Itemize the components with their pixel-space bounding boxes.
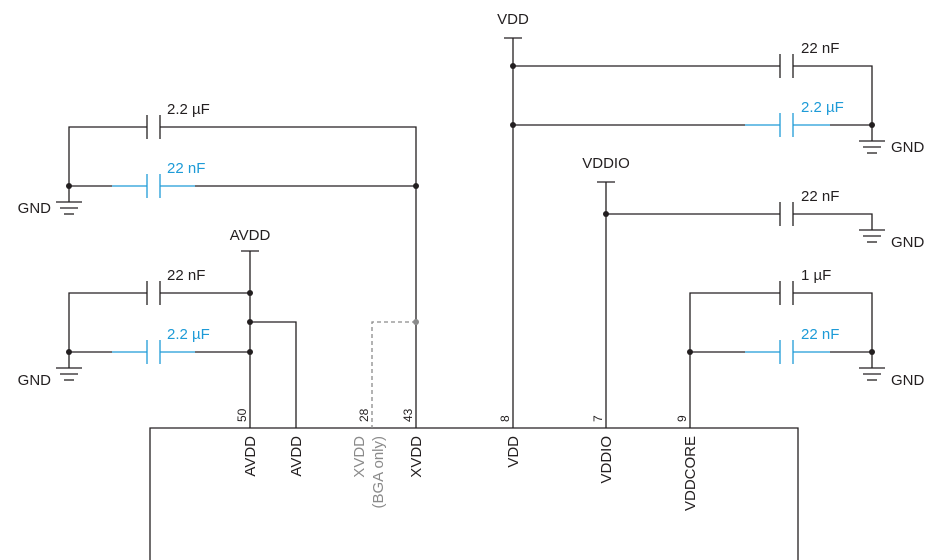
gnd-label: GND [891, 372, 925, 389]
vddio-rail: VDDIO [582, 155, 630, 428]
pin-number: 50 [235, 408, 249, 422]
gnd-label: GND [18, 372, 52, 389]
vddcore-decoupling: 1 µF 22 nF GND [687, 267, 925, 428]
pin-name: VDDIO [598, 436, 615, 484]
pin-number: 7 [591, 415, 605, 422]
pin-name: AVDD [242, 436, 259, 477]
capacitor-vddio-22nf: 22 nF GND [606, 188, 925, 251]
gnd-label: GND [891, 234, 925, 251]
vddio-rail-label: VDDIO [582, 155, 630, 172]
gnd-label: GND [18, 200, 52, 217]
gnd-label: GND [891, 139, 925, 156]
capacitor-label: 22 nF [167, 267, 205, 284]
pin-number: 43 [401, 408, 415, 422]
capacitor-vdd-2-2uf: 2.2 µF [513, 99, 875, 137]
pin-number: 9 [675, 415, 689, 422]
pin-note: (BGA only) [370, 436, 387, 509]
pin-name: XVDD [351, 436, 368, 478]
pin-number: 28 [357, 408, 371, 422]
pin-name: VDDCORE [682, 436, 699, 511]
capacitor-label: 2.2 µF [801, 99, 844, 116]
xvdd-decoupling: 2.2 µF 22 nF GND [18, 101, 419, 428]
capacitor-label: 2.2 µF [167, 101, 210, 118]
vdd-rail: VDD [497, 11, 529, 428]
avdd-rail-label: AVDD [230, 227, 271, 244]
avdd-decoupling: AVDD 22 nF 2.2 µF GND [18, 227, 297, 428]
capacitor-vdd-22nf: 22 nF [513, 40, 873, 125]
capacitor-label: 22 nF [167, 160, 205, 177]
capacitor-label: 22 nF [801, 326, 839, 343]
vdd-rail-label: VDD [497, 11, 529, 28]
capacitor-label: 22 nF [801, 188, 839, 205]
capacitor-label: 1 µF [801, 267, 831, 284]
pin-name: XVDD [408, 436, 425, 478]
pin-name: AVDD [288, 436, 305, 477]
capacitor-label: 22 nF [801, 40, 839, 57]
capacitor-label: 2.2 µF [167, 326, 210, 343]
pin-number: 8 [498, 415, 512, 422]
ground-symbol: GND [859, 125, 925, 156]
pin-name: VDD [505, 436, 522, 468]
ic-body [149, 427, 799, 560]
